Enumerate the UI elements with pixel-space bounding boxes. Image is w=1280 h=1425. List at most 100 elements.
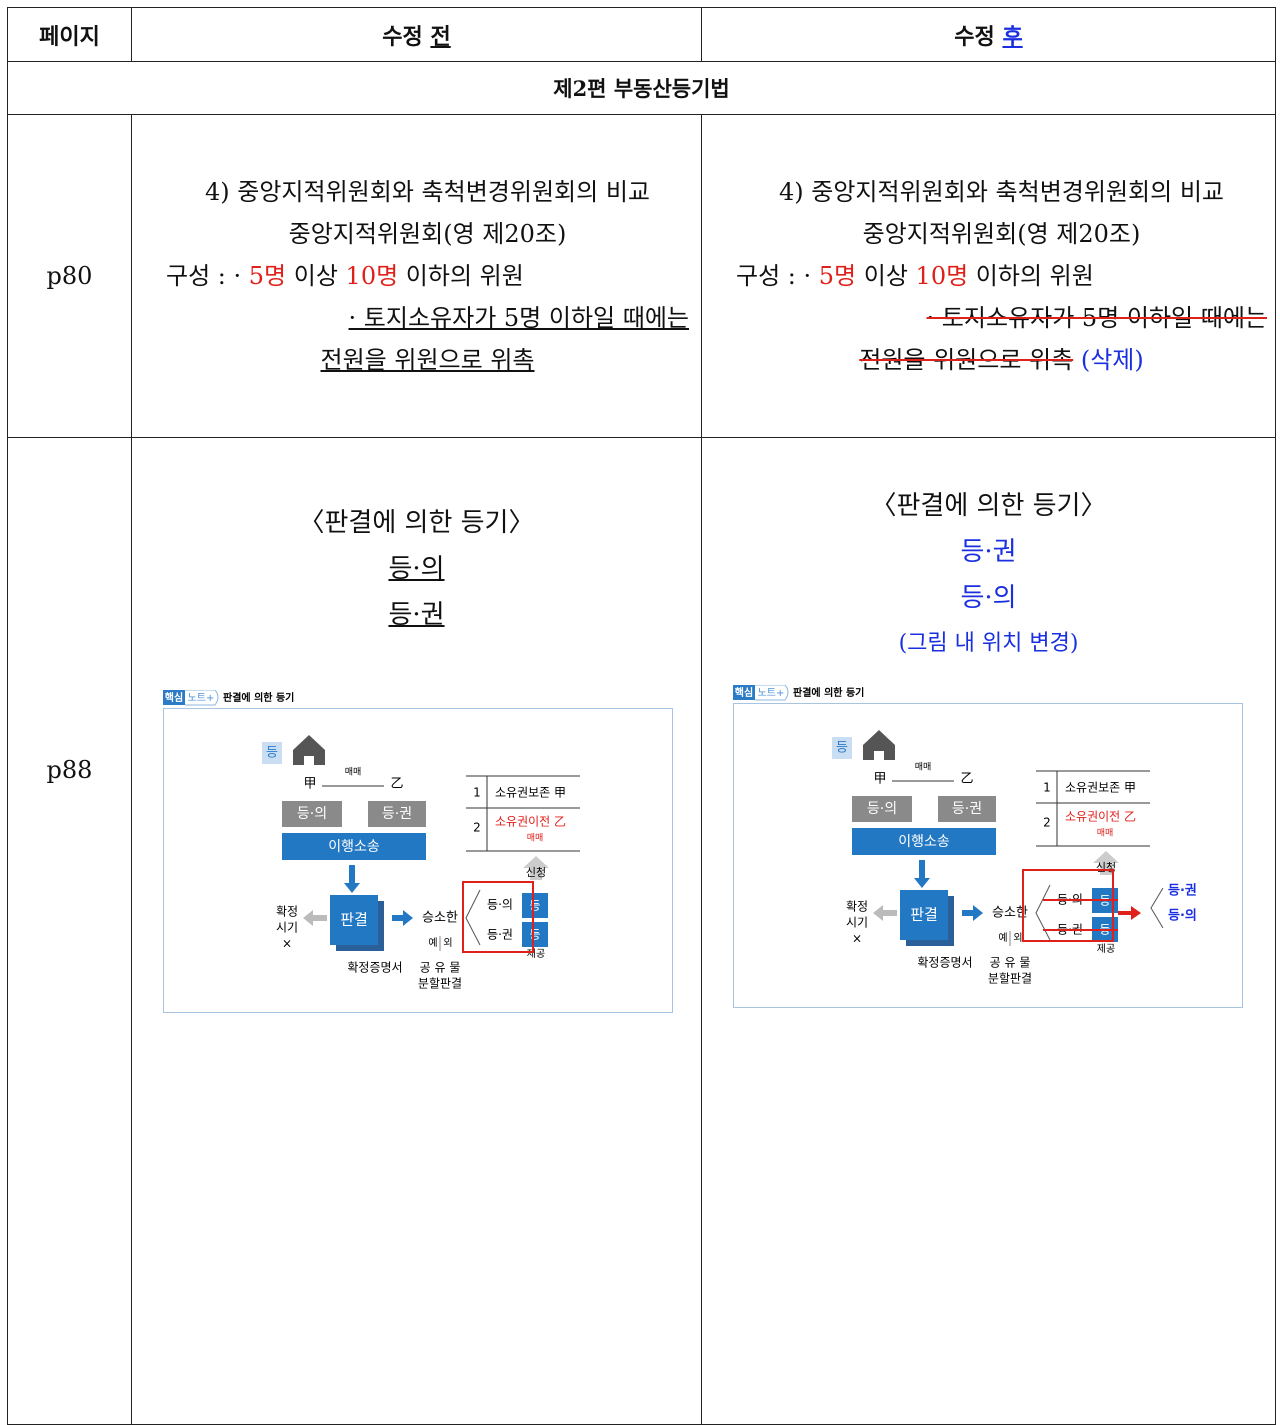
arrow — [873, 905, 897, 921]
badge-tab — [755, 685, 789, 701]
text-line: 전원을 위원으로 위촉 — [166, 339, 689, 381]
arrow — [523, 856, 549, 880]
figure-text: 확정 — [276, 905, 298, 919]
figure-text: 등 — [529, 899, 540, 913]
figure-text: 매매 — [915, 762, 932, 773]
figure-frame — [163, 708, 673, 1013]
arrow — [303, 910, 327, 926]
figure-text: 판결 — [910, 906, 938, 924]
figure-text: 제공 — [527, 948, 545, 960]
text-segment: 10명 — [345, 262, 399, 290]
moved-label: 등·권 — [1168, 884, 1197, 899]
figure-text: 甲 — [873, 772, 886, 787]
text-line: 구성 : · 5명 이상 10명 이하의 위원 — [166, 255, 689, 297]
text-segment: 이상 — [856, 262, 916, 290]
text-line: 등·권 — [132, 592, 701, 638]
badge — [733, 685, 755, 700]
figure-text: × — [282, 937, 292, 951]
figure-text: 소유권보존 甲 — [495, 786, 566, 800]
header-cell: 수정 후 — [701, 7, 1276, 62]
box — [368, 801, 426, 827]
figure-text: 이행소송 — [328, 839, 380, 855]
house-icon — [863, 730, 895, 760]
text-line: 4) 중앙지적위원회와 축척변경위원회의 비교 — [166, 171, 689, 213]
text-segment: 중앙지적위원회(영 제20조) — [288, 220, 567, 248]
text-segment: 이하의 위원 — [968, 262, 1094, 290]
text-segment: · 토지소유자가 5명 이하일 때에는 — [348, 304, 689, 332]
text-segment: 전원을 위원으로 위촉 — [320, 346, 535, 374]
figure-text: 확정증명서 — [917, 956, 972, 970]
figure-frame — [733, 703, 1243, 1008]
text-line: 등·의 — [702, 575, 1275, 621]
figure-text: 판결 — [340, 911, 368, 929]
errata-table: 페이지 수정 전 수정 후 제2편 부동산등기법 p80 4) 중앙지적위원회와… — [7, 7, 1276, 1425]
arrow — [1093, 851, 1119, 875]
figure-text: 판결에 의한 등기 — [223, 691, 294, 704]
badge — [163, 690, 185, 705]
mark-box — [522, 893, 548, 918]
figure-text: 예 — [998, 932, 1007, 944]
figure-text: 승소한 — [992, 906, 1028, 921]
text-line: 중앙지적위원회(영 제20조) — [166, 213, 689, 255]
box — [852, 796, 912, 822]
figure-text: 노트+ — [758, 687, 785, 699]
text-segment: 전원을 위원으로 위촉 — [859, 346, 1074, 374]
page: 페이지 수정 전 수정 후 제2편 부동산등기법 p80 4) 중앙지적위원회와… — [7, 7, 1276, 1425]
text-line: 등·의 — [132, 546, 701, 592]
figure-text: 소유권보존 甲 — [1065, 781, 1136, 795]
figure-text: 이행소송 — [898, 834, 950, 850]
figure-text: 공 유 물 — [420, 961, 461, 975]
text-line: 〈판결에 의한 등기〉 — [132, 500, 701, 546]
house-icon — [293, 735, 325, 765]
page-cell: p80 — [7, 114, 132, 438]
text-segment: 〈판결에 의한 등기〉 — [870, 491, 1107, 521]
figure-text: 외 — [1013, 932, 1022, 944]
arrow — [914, 860, 930, 888]
text-line: 구성 : · 5명 이상 10명 이하의 위원 — [736, 255, 1267, 297]
box — [938, 796, 996, 822]
text-segment: 〈판결에 의한 등기〉 — [298, 508, 535, 538]
text-segment: 구성 : · — [736, 262, 819, 290]
figure-text: 시기 — [846, 916, 868, 930]
figure-text: 확정증명서 — [347, 961, 402, 975]
bar — [282, 833, 426, 860]
figure-text: 甲 — [303, 777, 316, 792]
text-segment: 5명 — [818, 262, 857, 290]
row: p88 〈판결에 의한 등기〉 등·의 등·권 핵심 노트+ 판결에 의한 등기 등 甲 매매 乙… — [7, 437, 1276, 1425]
icon — [832, 737, 852, 759]
bracket — [1150, 887, 1164, 929]
figure-text: 乙 — [960, 772, 973, 787]
figure-text: 등 — [529, 928, 540, 942]
figure-text: 등·의 — [487, 898, 513, 912]
figure-text: 신청 — [526, 866, 546, 879]
text-segment: 10명 — [915, 262, 969, 290]
text-segment: 등·권 — [960, 537, 1017, 567]
text-segment: · 토지소유자가 5명 이하일 때에는 — [926, 304, 1267, 332]
figure-text: 소유권이전 乙 — [1065, 810, 1136, 824]
text-segment: (그림 내 위치 변경) — [898, 631, 1079, 656]
page-cell: p88 — [7, 437, 132, 1425]
header-text: 수정 — [954, 23, 995, 50]
figure-text: 확정 — [846, 900, 868, 914]
figure-text: 제공 — [1097, 943, 1115, 955]
bracket — [465, 889, 481, 946]
before-cell: 〈판결에 의한 등기〉 등·의 등·권 핵심 노트+ 판결에 의한 등기 등 甲 매매 乙 등·의 등… — [131, 437, 702, 1425]
moved-label: 등·의 — [1168, 908, 1197, 924]
figure-text: 노트+ — [188, 692, 215, 704]
figure-text: × — [852, 932, 862, 946]
figure-text: 공 유 물 — [990, 956, 1031, 970]
figure-text: 1 — [473, 786, 481, 800]
text-segment: 구성 : · — [166, 262, 249, 290]
figure-text: 등·의 — [867, 801, 897, 817]
figure-text: 매매 — [1097, 828, 1114, 839]
judgment-box — [900, 890, 948, 940]
header-row: 페이지 수정 전 수정 후 — [7, 7, 1276, 62]
text-line: 등·권 — [702, 529, 1275, 575]
figure-text: 등·의 — [297, 806, 327, 822]
figure-text: 외 — [443, 937, 452, 949]
after-cell: 4) 중앙지적위원회와 축척변경위원회의 비교 중앙지적위원회(영 제20조) 구성… — [701, 114, 1276, 438]
